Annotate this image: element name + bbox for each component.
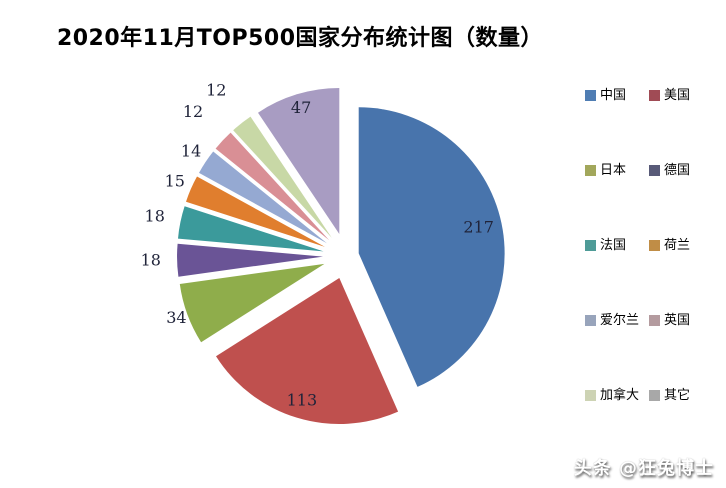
slice-value-label-china: 217 — [463, 218, 494, 237]
legend-label-france: 法国 — [600, 238, 627, 253]
legend-swatch-usa — [649, 90, 660, 101]
slice-value-label-germany: 18 — [141, 250, 161, 269]
legend-label-other: 其它 — [664, 388, 691, 403]
legend-label-netherlands: 荷兰 — [664, 238, 691, 253]
legend-label-ireland: 爱尔兰 — [600, 313, 640, 328]
legend-swatch-netherlands — [649, 240, 660, 251]
legend-swatch-other — [649, 390, 660, 401]
pie-slice-other — [258, 87, 340, 234]
legend-item-japan: 日本 — [585, 163, 649, 178]
legend-label-china: 中国 — [600, 88, 627, 103]
legend-item-usa: 美国 — [649, 88, 725, 103]
pie-slice-ireland — [199, 151, 327, 244]
pie-slice-usa — [216, 278, 399, 424]
slice-value-label-canada: 12 — [206, 81, 226, 100]
legend-label-japan: 日本 — [600, 163, 627, 178]
pie-slice-uk — [215, 132, 330, 241]
legend-label-uk: 英国 — [664, 313, 691, 328]
legend-swatch-germany — [649, 165, 660, 176]
legend-item-netherlands: 荷兰 — [649, 238, 725, 253]
pie-slice-netherlands — [186, 176, 325, 247]
pie-slice-france — [178, 206, 324, 252]
legend-item-other: 其它 — [649, 388, 725, 403]
pie-slice-canada — [233, 116, 332, 238]
slice-value-label-usa: 113 — [287, 390, 318, 409]
slice-value-label-other: 47 — [291, 98, 311, 117]
legend-item-ireland: 爱尔兰 — [585, 313, 649, 328]
legend-swatch-uk — [649, 315, 660, 326]
legend-item-germany: 德国 — [649, 163, 725, 178]
pie-slices-group — [177, 87, 505, 424]
slice-value-label-ireland: 14 — [181, 142, 201, 161]
legend-label-usa: 美国 — [664, 88, 691, 103]
slice-value-label-netherlands: 15 — [165, 171, 185, 190]
legend-swatch-canada — [585, 390, 596, 401]
legend-swatch-japan — [585, 165, 596, 176]
legend-item-uk: 英国 — [649, 313, 725, 328]
legend-item-canada: 加拿大 — [585, 388, 649, 403]
watermark: 头条 @狂兔博士 — [573, 458, 714, 479]
legend-swatch-ireland — [585, 315, 596, 326]
chart-title: 2020年11月TOP500国家分布统计图（数量） — [56, 26, 544, 51]
pie-slice-china — [358, 107, 505, 387]
legend: 中国 美国日本 德国法国 荷兰爱尔兰 英国加拿大 其它 — [585, 88, 725, 463]
legend-swatch-china — [585, 90, 596, 101]
pie-slice-japan — [179, 263, 325, 343]
slice-value-label-uk: 12 — [183, 102, 203, 121]
legend-item-france: 法国 — [585, 238, 649, 253]
slice-value-label-japan: 34 — [166, 308, 186, 327]
legend-label-germany: 德国 — [664, 163, 691, 178]
legend-swatch-france — [585, 240, 596, 251]
legend-item-china: 中国 — [585, 88, 649, 103]
legend-label-canada: 加拿大 — [600, 388, 640, 403]
slice-value-label-france: 18 — [145, 207, 165, 226]
pie-slice-germany — [177, 243, 323, 277]
